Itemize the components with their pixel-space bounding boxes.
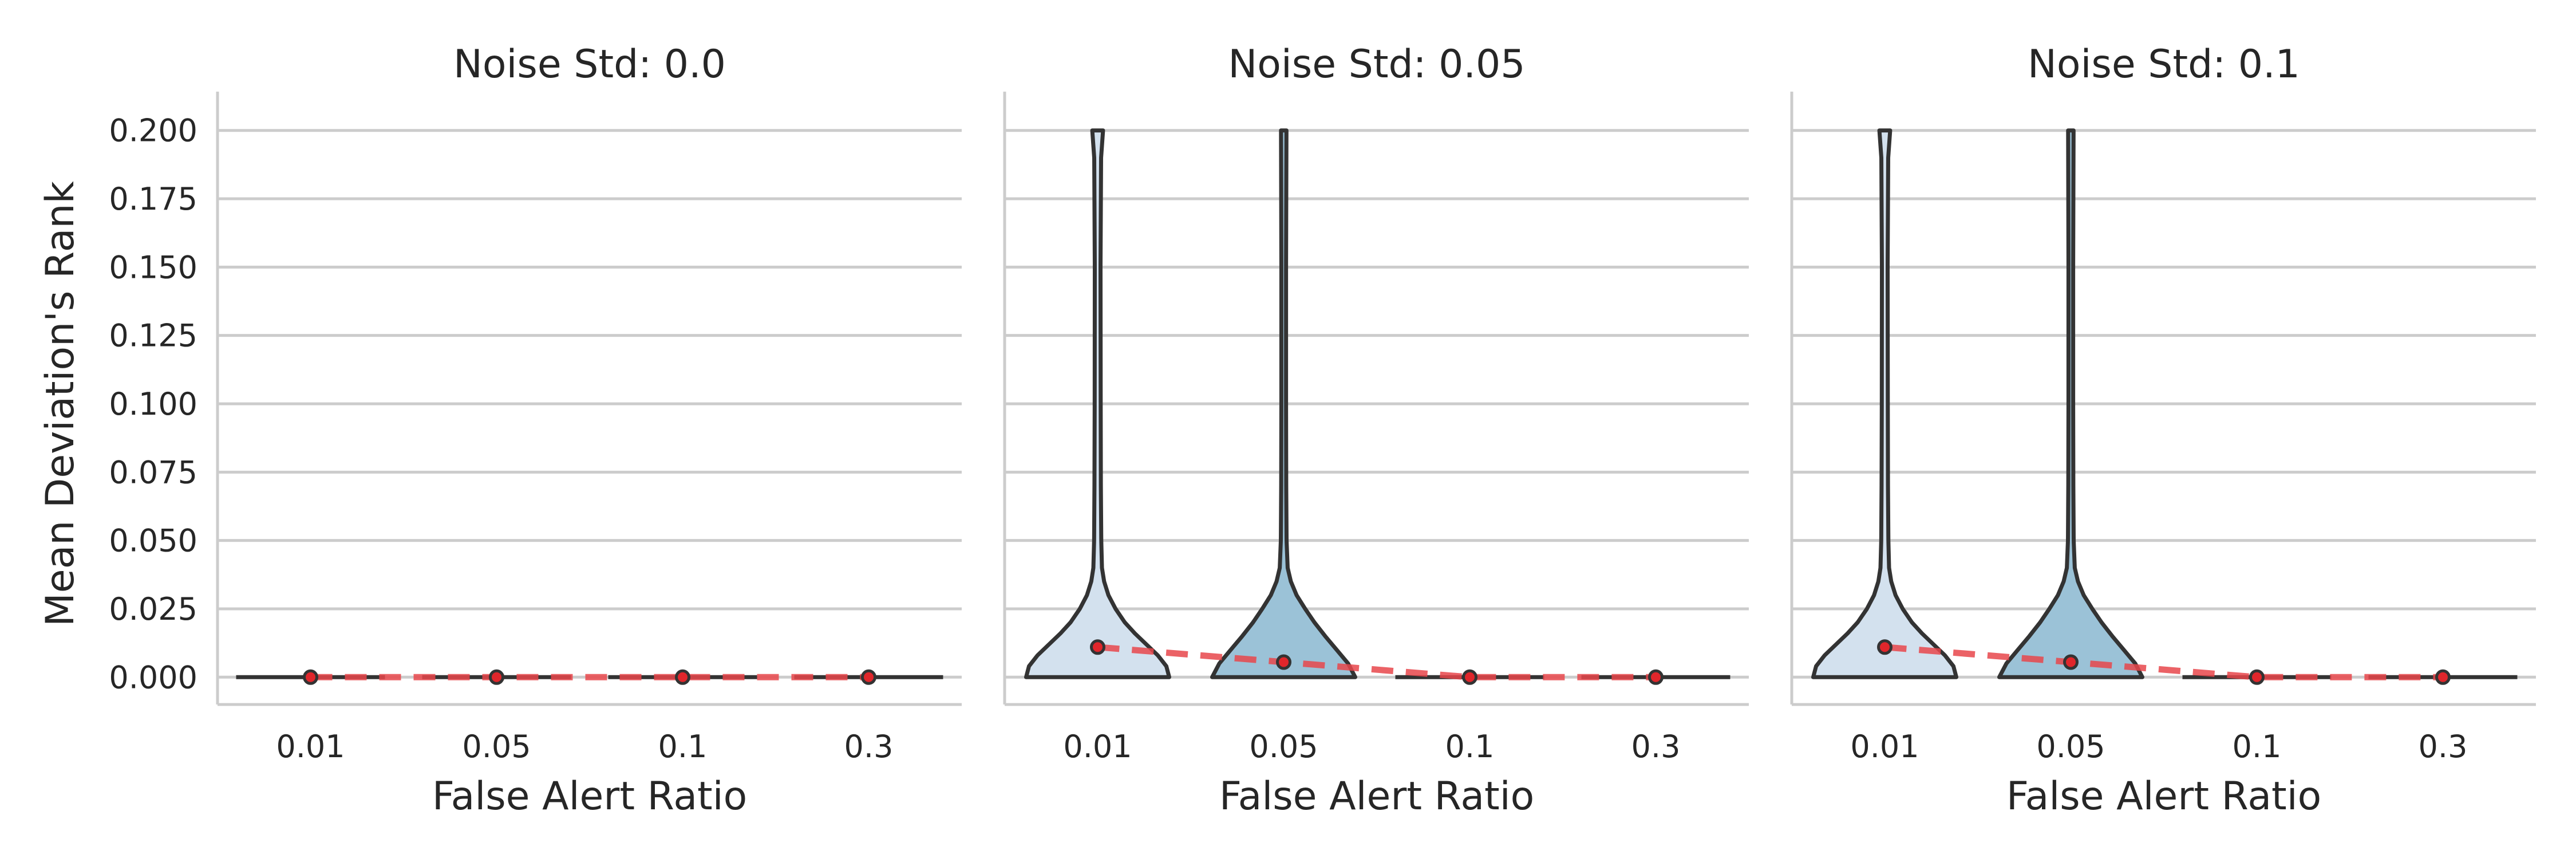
y-tick-label: 0.000 bbox=[109, 659, 197, 695]
mean-point bbox=[489, 669, 504, 685]
panel-3: Noise Std: 0.1 0.01 0.05 0.1 0.3 False Alert … bbox=[1790, 42, 2536, 819]
x-axis-label: False Alert Ratio bbox=[1219, 774, 1534, 819]
y-tick-label: 0.100 bbox=[109, 386, 197, 422]
mean-point bbox=[1877, 639, 1893, 655]
x-tick-label: 0.01 bbox=[1063, 729, 1132, 765]
mean-trend-line bbox=[1884, 644, 2443, 680]
mean-point bbox=[861, 669, 876, 685]
y-tick-label: 0.175 bbox=[109, 181, 197, 217]
y-tick-label: 0.075 bbox=[109, 454, 197, 490]
mean-point bbox=[1090, 639, 1105, 655]
y-tick-label: 0.025 bbox=[109, 591, 197, 627]
panel-title: Noise Std: 0.0 bbox=[453, 42, 726, 87]
violin-0.05 bbox=[1997, 128, 2144, 679]
mean-point bbox=[2435, 669, 2451, 685]
mean-point bbox=[2063, 654, 2079, 670]
mean-trend-line bbox=[1097, 644, 1656, 680]
x-axis-label: False Alert Ratio bbox=[2006, 774, 2321, 819]
y-tick-label: 0.050 bbox=[109, 523, 197, 559]
violin-0.01 bbox=[1811, 128, 1958, 679]
x-tick-label: 0.3 bbox=[844, 729, 894, 765]
violin-0.01 bbox=[1024, 128, 1171, 679]
mean-point bbox=[675, 669, 690, 685]
panel-2: Noise Std: 0.05 0.01 0.05 0.1 0.3 False Alert… bbox=[1003, 42, 1749, 819]
x-tick-label: 0.01 bbox=[276, 729, 345, 765]
violin-0.05 bbox=[1210, 128, 1357, 679]
y-tick-label: 0.200 bbox=[109, 113, 197, 149]
x-tick-label: 0.1 bbox=[658, 729, 708, 765]
panels-group: 0.000 0.025 0.050 0.075 0.100 0.125 0.150 0.175… bbox=[109, 42, 2536, 819]
x-tick-label: 0.05 bbox=[462, 729, 531, 765]
mean-point bbox=[1276, 654, 1291, 670]
x-tick-label: 0.1 bbox=[1445, 729, 1495, 765]
panel-1: 0.000 0.025 0.050 0.075 0.100 0.125 0.150 0.175… bbox=[109, 42, 962, 819]
x-tick-label: 0.05 bbox=[2036, 729, 2105, 765]
x-tick-label: 0.3 bbox=[1631, 729, 1681, 765]
panel-title: Noise Std: 0.1 bbox=[2028, 42, 2300, 87]
x-tick-label: 0.05 bbox=[1249, 729, 1318, 765]
mean-point bbox=[2249, 669, 2265, 685]
y-tick-label: 0.125 bbox=[109, 318, 197, 354]
mean-point bbox=[303, 669, 318, 685]
x-axis-label: False Alert Ratio bbox=[432, 774, 747, 819]
x-tick-label: 0.3 bbox=[2419, 729, 2468, 765]
panel-title: Noise Std: 0.05 bbox=[1228, 42, 1525, 87]
x-tick-label: 0.1 bbox=[2233, 729, 2282, 765]
mean-point bbox=[1462, 669, 1477, 685]
mean-point bbox=[1648, 669, 1664, 685]
y-tick-label: 0.150 bbox=[109, 249, 197, 285]
y-axis-label: Mean Deviation's Rank bbox=[38, 180, 83, 626]
x-tick-label: 0.01 bbox=[1850, 729, 1919, 765]
